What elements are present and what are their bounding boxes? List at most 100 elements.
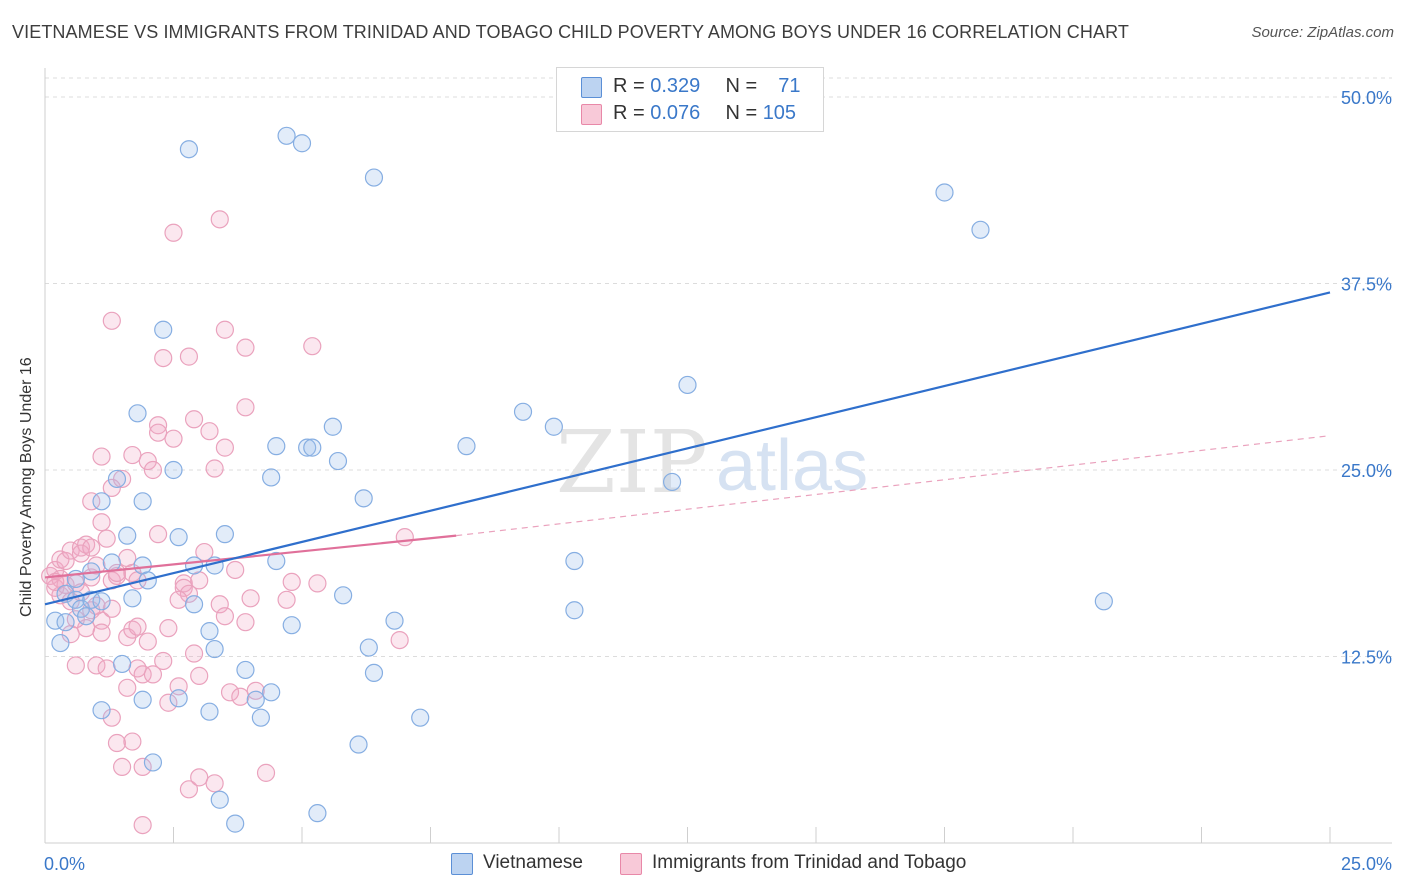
bottom-legend-swatch-trinidad xyxy=(620,853,642,875)
point-trinidad xyxy=(390,630,409,650)
point-vietnamese xyxy=(323,417,342,436)
trend-lines xyxy=(44,291,1331,606)
point-vietnamese xyxy=(267,551,286,571)
legend-n-label: N = xyxy=(725,102,758,124)
point-vietnamese xyxy=(118,526,137,545)
y-tick-label: 50.0% xyxy=(1341,88,1392,108)
point-vietnamese xyxy=(411,708,430,727)
source-label: Source: ZipAtlas.com xyxy=(1251,24,1394,41)
point-vietnamese xyxy=(77,607,96,626)
point-trinidad xyxy=(241,589,260,608)
point-trinidad xyxy=(123,732,142,751)
point-trinidad xyxy=(77,535,96,554)
point-vietnamese xyxy=(277,126,296,145)
point-trinidad xyxy=(102,708,121,727)
point-trinidad xyxy=(200,422,219,441)
point-trinidad xyxy=(164,429,183,448)
point-vietnamese xyxy=(169,528,188,547)
point-trinidad xyxy=(138,451,157,471)
trend-trinidad xyxy=(44,534,457,579)
point-trinidad xyxy=(190,768,209,787)
legend-r-label: R = xyxy=(613,75,645,97)
point-trinidad xyxy=(179,780,199,799)
point-trinidad xyxy=(205,459,224,478)
legend-r-value: 0.329 xyxy=(650,75,701,97)
point-trinidad xyxy=(164,223,183,242)
point-vietnamese xyxy=(51,633,70,653)
point-trinidad xyxy=(56,551,75,571)
point-vietnamese xyxy=(334,586,353,605)
legend-r-label: R = xyxy=(613,102,645,124)
point-vietnamese xyxy=(184,595,204,614)
point-trinidad xyxy=(97,659,116,678)
point-trinidad xyxy=(82,538,101,557)
y-axis-label: Child Poverty Among Boys Under 16 xyxy=(18,357,35,617)
point-trinidad xyxy=(66,656,85,675)
point-vietnamese xyxy=(184,556,204,575)
point-trinidad xyxy=(102,599,121,618)
y-tick-label: 25.0% xyxy=(1341,461,1392,481)
point-vietnamese xyxy=(565,551,584,571)
point-vietnamese xyxy=(56,613,75,632)
point-trinidad xyxy=(112,469,132,489)
point-vietnamese xyxy=(200,622,219,641)
point-trinidad xyxy=(112,757,132,777)
point-vietnamese xyxy=(267,437,286,456)
legend-n-value: 105 xyxy=(762,102,797,124)
point-trinidad xyxy=(159,619,178,638)
point-trinidad xyxy=(92,513,111,532)
point-vietnamese xyxy=(210,790,229,809)
point-trinidad xyxy=(179,347,199,366)
point-trinidad xyxy=(303,337,322,356)
trend-vietnamese xyxy=(44,291,1331,606)
point-vietnamese xyxy=(565,601,584,620)
point-trinidad xyxy=(118,678,137,697)
point-vietnamese xyxy=(359,638,378,657)
point-trinidad xyxy=(71,544,91,563)
point-trinidad xyxy=(184,410,204,429)
point-trinidad xyxy=(133,665,152,684)
point-vietnamese xyxy=(92,492,111,511)
point-trinidad xyxy=(92,623,111,642)
tick-labels: 12.5% 25.0% 37.5% 50.0% 0.0% 25.0% xyxy=(44,88,1392,874)
point-trinidad xyxy=(159,693,178,712)
point-trinidad xyxy=(71,538,91,557)
point-trinidad xyxy=(174,574,193,593)
point-trinidad xyxy=(210,210,229,229)
point-vietnamese xyxy=(678,375,697,395)
point-vietnamese xyxy=(205,639,224,659)
point-vietnamese xyxy=(364,663,384,683)
point-vietnamese xyxy=(236,660,255,680)
point-trinidad xyxy=(133,757,152,777)
point-vietnamese xyxy=(154,320,173,339)
point-trinidad xyxy=(231,687,250,706)
point-trinidad xyxy=(143,665,163,684)
point-vietnamese xyxy=(179,140,199,159)
point-vietnamese xyxy=(123,589,142,608)
point-trinidad xyxy=(236,613,255,632)
point-vietnamese xyxy=(200,702,219,721)
point-trinidad xyxy=(92,447,111,466)
point-trinidad xyxy=(133,815,152,835)
point-trinidad xyxy=(138,632,157,651)
point-vietnamese xyxy=(303,438,322,457)
point-vietnamese xyxy=(133,690,152,709)
point-vietnamese xyxy=(457,437,476,456)
point-vietnamese xyxy=(1094,592,1113,611)
watermark-atlas: atlas xyxy=(716,426,868,506)
series-vietnamese-points xyxy=(46,126,1113,833)
point-trinidad xyxy=(154,651,173,671)
point-trinidad xyxy=(215,438,234,457)
point-vietnamese xyxy=(262,683,281,702)
point-vietnamese xyxy=(92,701,111,720)
legend-n-value: 71 xyxy=(778,75,801,97)
point-vietnamese xyxy=(385,611,404,630)
point-trinidad xyxy=(179,584,199,603)
point-trinidad xyxy=(87,556,106,575)
point-vietnamese xyxy=(112,654,132,674)
point-vietnamese xyxy=(92,592,111,611)
point-trinidad xyxy=(82,492,101,511)
point-trinidad xyxy=(226,560,245,580)
point-trinidad xyxy=(277,590,296,609)
